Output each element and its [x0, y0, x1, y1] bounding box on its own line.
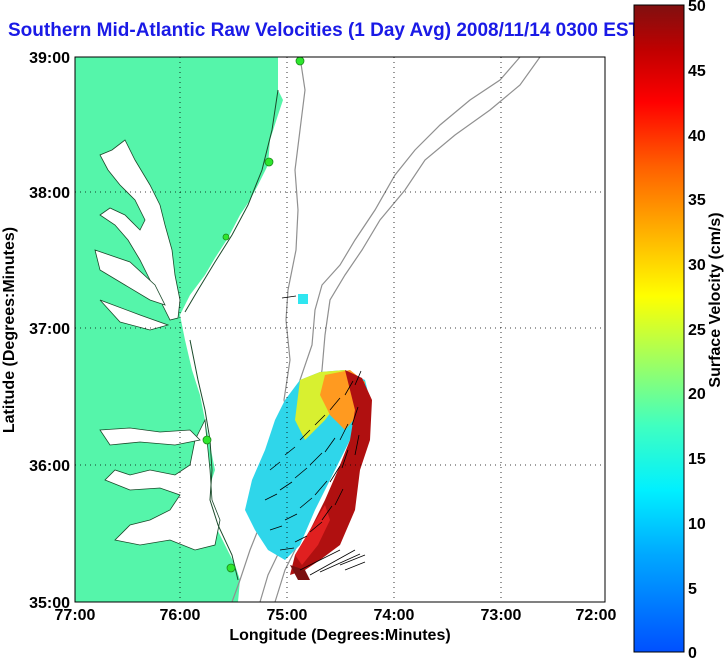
colorbar — [633, 4, 685, 653]
colorbar-tick: 45 — [688, 63, 706, 80]
colorbar-tick: 30 — [688, 257, 706, 274]
colorbar-tick: 50 — [688, 0, 706, 15]
velocity-region-south — [290, 565, 310, 580]
delmarva-coast — [184, 89, 279, 313]
pamlico-sound — [104, 418, 221, 551]
x-tick: 75:00 — [267, 607, 308, 624]
x-axis-ticks: 77:00 76:00 75:00 74:00 73:00 72:00 — [55, 607, 617, 624]
colorbar-tick: 20 — [688, 386, 706, 403]
colorbar-tick: 0 — [688, 645, 697, 659]
velocity-vector-north — [281, 295, 297, 299]
x-tick: 76:00 — [160, 607, 201, 624]
colorbar-tick: 5 — [688, 581, 697, 598]
bay-inlet-2 — [99, 299, 170, 331]
radar-stations — [202, 57, 305, 573]
y-tick: 36:00 — [29, 458, 70, 475]
x-axis-label: Longitude (Degrees:Minutes) — [229, 627, 450, 644]
station-marker — [226, 563, 236, 573]
albemarle-sound — [99, 427, 201, 446]
station-marker — [202, 435, 212, 445]
station-marker — [264, 157, 274, 167]
land-mass — [75, 57, 283, 602]
chesapeake-bay — [99, 139, 181, 321]
y-tick: 37:00 — [29, 321, 70, 338]
figure-title: Southern Mid-Atlantic Raw Velocities (1 … — [8, 20, 641, 41]
x-tick: 72:00 — [576, 607, 617, 624]
y-tick: 35:00 — [29, 595, 70, 612]
colorbar-tick: 35 — [688, 192, 706, 209]
colorbar-tick: 10 — [688, 516, 706, 533]
x-tick: 74:00 — [374, 607, 415, 624]
y-axis-ticks: 39:00 38:00 37:00 36:00 35:00 — [29, 50, 70, 612]
y-axis-label: Latitude (Degrees:Minutes) — [1, 227, 18, 433]
colorbar-tick: 15 — [688, 451, 706, 468]
bay-inlet-1 — [94, 249, 166, 306]
colorbar-label: Surface Velocity (cm/s) — [707, 212, 724, 387]
colorbar-tick: 25 — [688, 322, 706, 339]
colorbar-tick: 40 — [688, 128, 706, 145]
velocity-region-red — [295, 505, 330, 565]
y-tick: 39:00 — [29, 50, 70, 67]
velocity-patch-north — [298, 294, 308, 304]
x-tick: 73:00 — [481, 607, 522, 624]
station-marker — [222, 233, 230, 241]
colorbar-ticks: 50 45 40 35 30 25 20 15 10 5 0 — [688, 0, 706, 659]
nc-outer-banks — [189, 339, 239, 581]
velocity-field — [245, 370, 372, 580]
plot-border — [74, 56, 606, 603]
station-marker — [295, 57, 305, 66]
velocity-vectors — [264, 370, 366, 576]
grid-lines — [75, 57, 605, 602]
y-tick: 38:00 — [29, 185, 70, 202]
x-tick: 77:00 — [55, 607, 96, 624]
